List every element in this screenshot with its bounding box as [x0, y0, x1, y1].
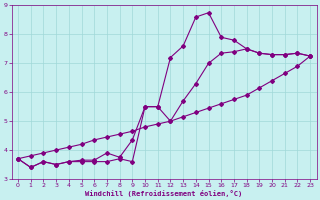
X-axis label: Windchill (Refroidissement éolien,°C): Windchill (Refroidissement éolien,°C)	[85, 190, 243, 197]
